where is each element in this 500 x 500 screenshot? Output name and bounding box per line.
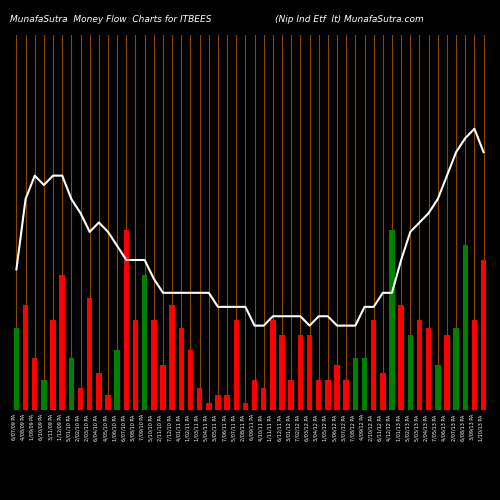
Bar [124,230,129,410]
Bar [371,320,376,410]
Bar [215,395,220,410]
Bar [380,372,386,410]
Bar [454,328,459,410]
Bar [106,395,111,410]
Bar [408,335,413,410]
Bar [178,328,184,410]
Bar [234,320,239,410]
Bar [344,380,349,410]
Bar [270,320,276,410]
Bar [242,402,248,410]
Bar [352,358,358,410]
Text: MunafaSutra  Money Flow  Charts for ITBEES: MunafaSutra Money Flow Charts for ITBEES [10,15,211,24]
Bar [325,380,330,410]
Bar [132,320,138,410]
Bar [435,365,440,410]
Bar [298,335,303,410]
Bar [416,320,422,410]
Bar [78,388,84,410]
Bar [50,320,56,410]
Text: (Nip Ind Etf  It) MunafaSutra.com: (Nip Ind Etf It) MunafaSutra.com [275,15,424,24]
Bar [426,328,432,410]
Bar [23,305,28,410]
Bar [96,372,102,410]
Bar [389,230,394,410]
Bar [114,350,120,410]
Bar [206,402,212,410]
Bar [462,245,468,410]
Bar [87,298,92,410]
Bar [481,260,486,410]
Bar [362,358,368,410]
Bar [288,380,294,410]
Bar [398,305,404,410]
Bar [224,395,230,410]
Bar [170,305,175,410]
Bar [280,335,285,410]
Bar [197,388,202,410]
Bar [334,365,340,410]
Bar [151,320,156,410]
Bar [261,388,266,410]
Bar [142,275,148,410]
Bar [307,335,312,410]
Bar [41,380,46,410]
Bar [316,380,322,410]
Bar [472,320,477,410]
Bar [14,328,19,410]
Bar [160,365,166,410]
Bar [32,358,38,410]
Bar [68,358,74,410]
Bar [252,380,258,410]
Bar [188,350,193,410]
Bar [444,335,450,410]
Bar [60,275,65,410]
